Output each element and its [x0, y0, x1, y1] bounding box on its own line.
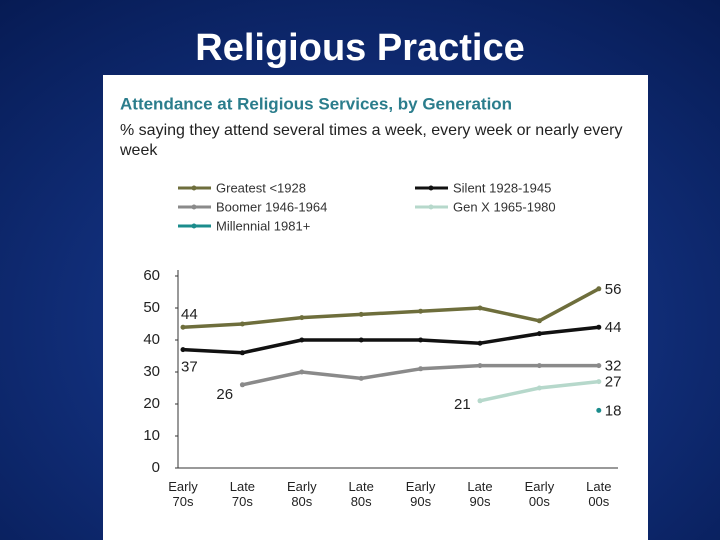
legend-marker: [428, 185, 434, 191]
point: [536, 318, 542, 324]
data-label: 21: [454, 396, 471, 413]
y-tick-label: 30: [143, 363, 160, 380]
point: [418, 337, 424, 343]
data-label: 27: [605, 374, 622, 391]
point: [536, 363, 542, 369]
data-label: 44: [181, 306, 198, 323]
point: [596, 407, 602, 413]
data-label: 56: [605, 281, 622, 298]
point: [418, 308, 424, 314]
point: [299, 369, 305, 375]
legend-marker: [428, 204, 434, 210]
x-tick-label: Late 90s: [467, 479, 493, 509]
y-tick-label: 20: [143, 395, 160, 412]
legend-label: Boomer 1946-1964: [216, 199, 327, 214]
legend-marker: [191, 223, 197, 229]
point: [180, 324, 186, 330]
point: [477, 398, 483, 404]
point: [536, 331, 542, 337]
x-tick-label: Early 80s: [286, 479, 317, 509]
y-tick-label: 10: [143, 427, 160, 444]
y-tick-label: 40: [143, 331, 160, 348]
x-tick-label: Late 00s: [586, 479, 612, 509]
legend-label: Greatest <1928: [216, 180, 306, 195]
point: [358, 311, 364, 317]
legend-marker: [191, 185, 197, 191]
chart-subtitle: % saying they attend several times a wee…: [120, 122, 623, 159]
point: [239, 321, 245, 327]
y-tick-label: 0: [152, 459, 160, 476]
point: [477, 305, 483, 311]
x-tick-label: Late 80s: [348, 479, 374, 509]
x-tick-label: Early 70s: [168, 479, 198, 509]
data-label: 18: [605, 402, 622, 419]
slide-title: Religious Practice: [195, 27, 524, 69]
point: [358, 337, 364, 343]
point: [358, 375, 364, 381]
point: [239, 382, 245, 388]
point: [596, 324, 602, 330]
x-tick-label: Early 00s: [524, 479, 555, 509]
y-tick-label: 50: [143, 299, 160, 316]
chart-title: Attendance at Religious Services, by Gen…: [120, 94, 512, 113]
point: [180, 347, 186, 353]
point: [239, 350, 245, 356]
point: [418, 366, 424, 372]
point: [299, 337, 305, 343]
point: [477, 363, 483, 369]
data-label: 26: [216, 386, 233, 403]
point: [536, 385, 542, 391]
point: [596, 286, 602, 292]
data-label: 32: [605, 358, 622, 375]
point: [299, 315, 305, 321]
series-line: [182, 287, 600, 329]
legend-label: Millennial 1981+: [216, 218, 310, 233]
y-tick-label: 60: [143, 267, 160, 284]
data-label: 37: [181, 359, 198, 376]
point: [596, 379, 602, 385]
chart-panel: [103, 75, 648, 540]
point: [477, 340, 483, 346]
x-tick-label: Late 70s: [229, 479, 256, 509]
legend-marker: [191, 204, 197, 210]
legend-label: Silent 1928-1945: [453, 180, 551, 195]
point: [596, 363, 602, 369]
legend-label: Gen X 1965-1980: [453, 199, 556, 214]
data-label: 44: [605, 319, 622, 336]
x-tick-label: Early 90s: [405, 479, 436, 509]
series-line: [182, 325, 599, 355]
